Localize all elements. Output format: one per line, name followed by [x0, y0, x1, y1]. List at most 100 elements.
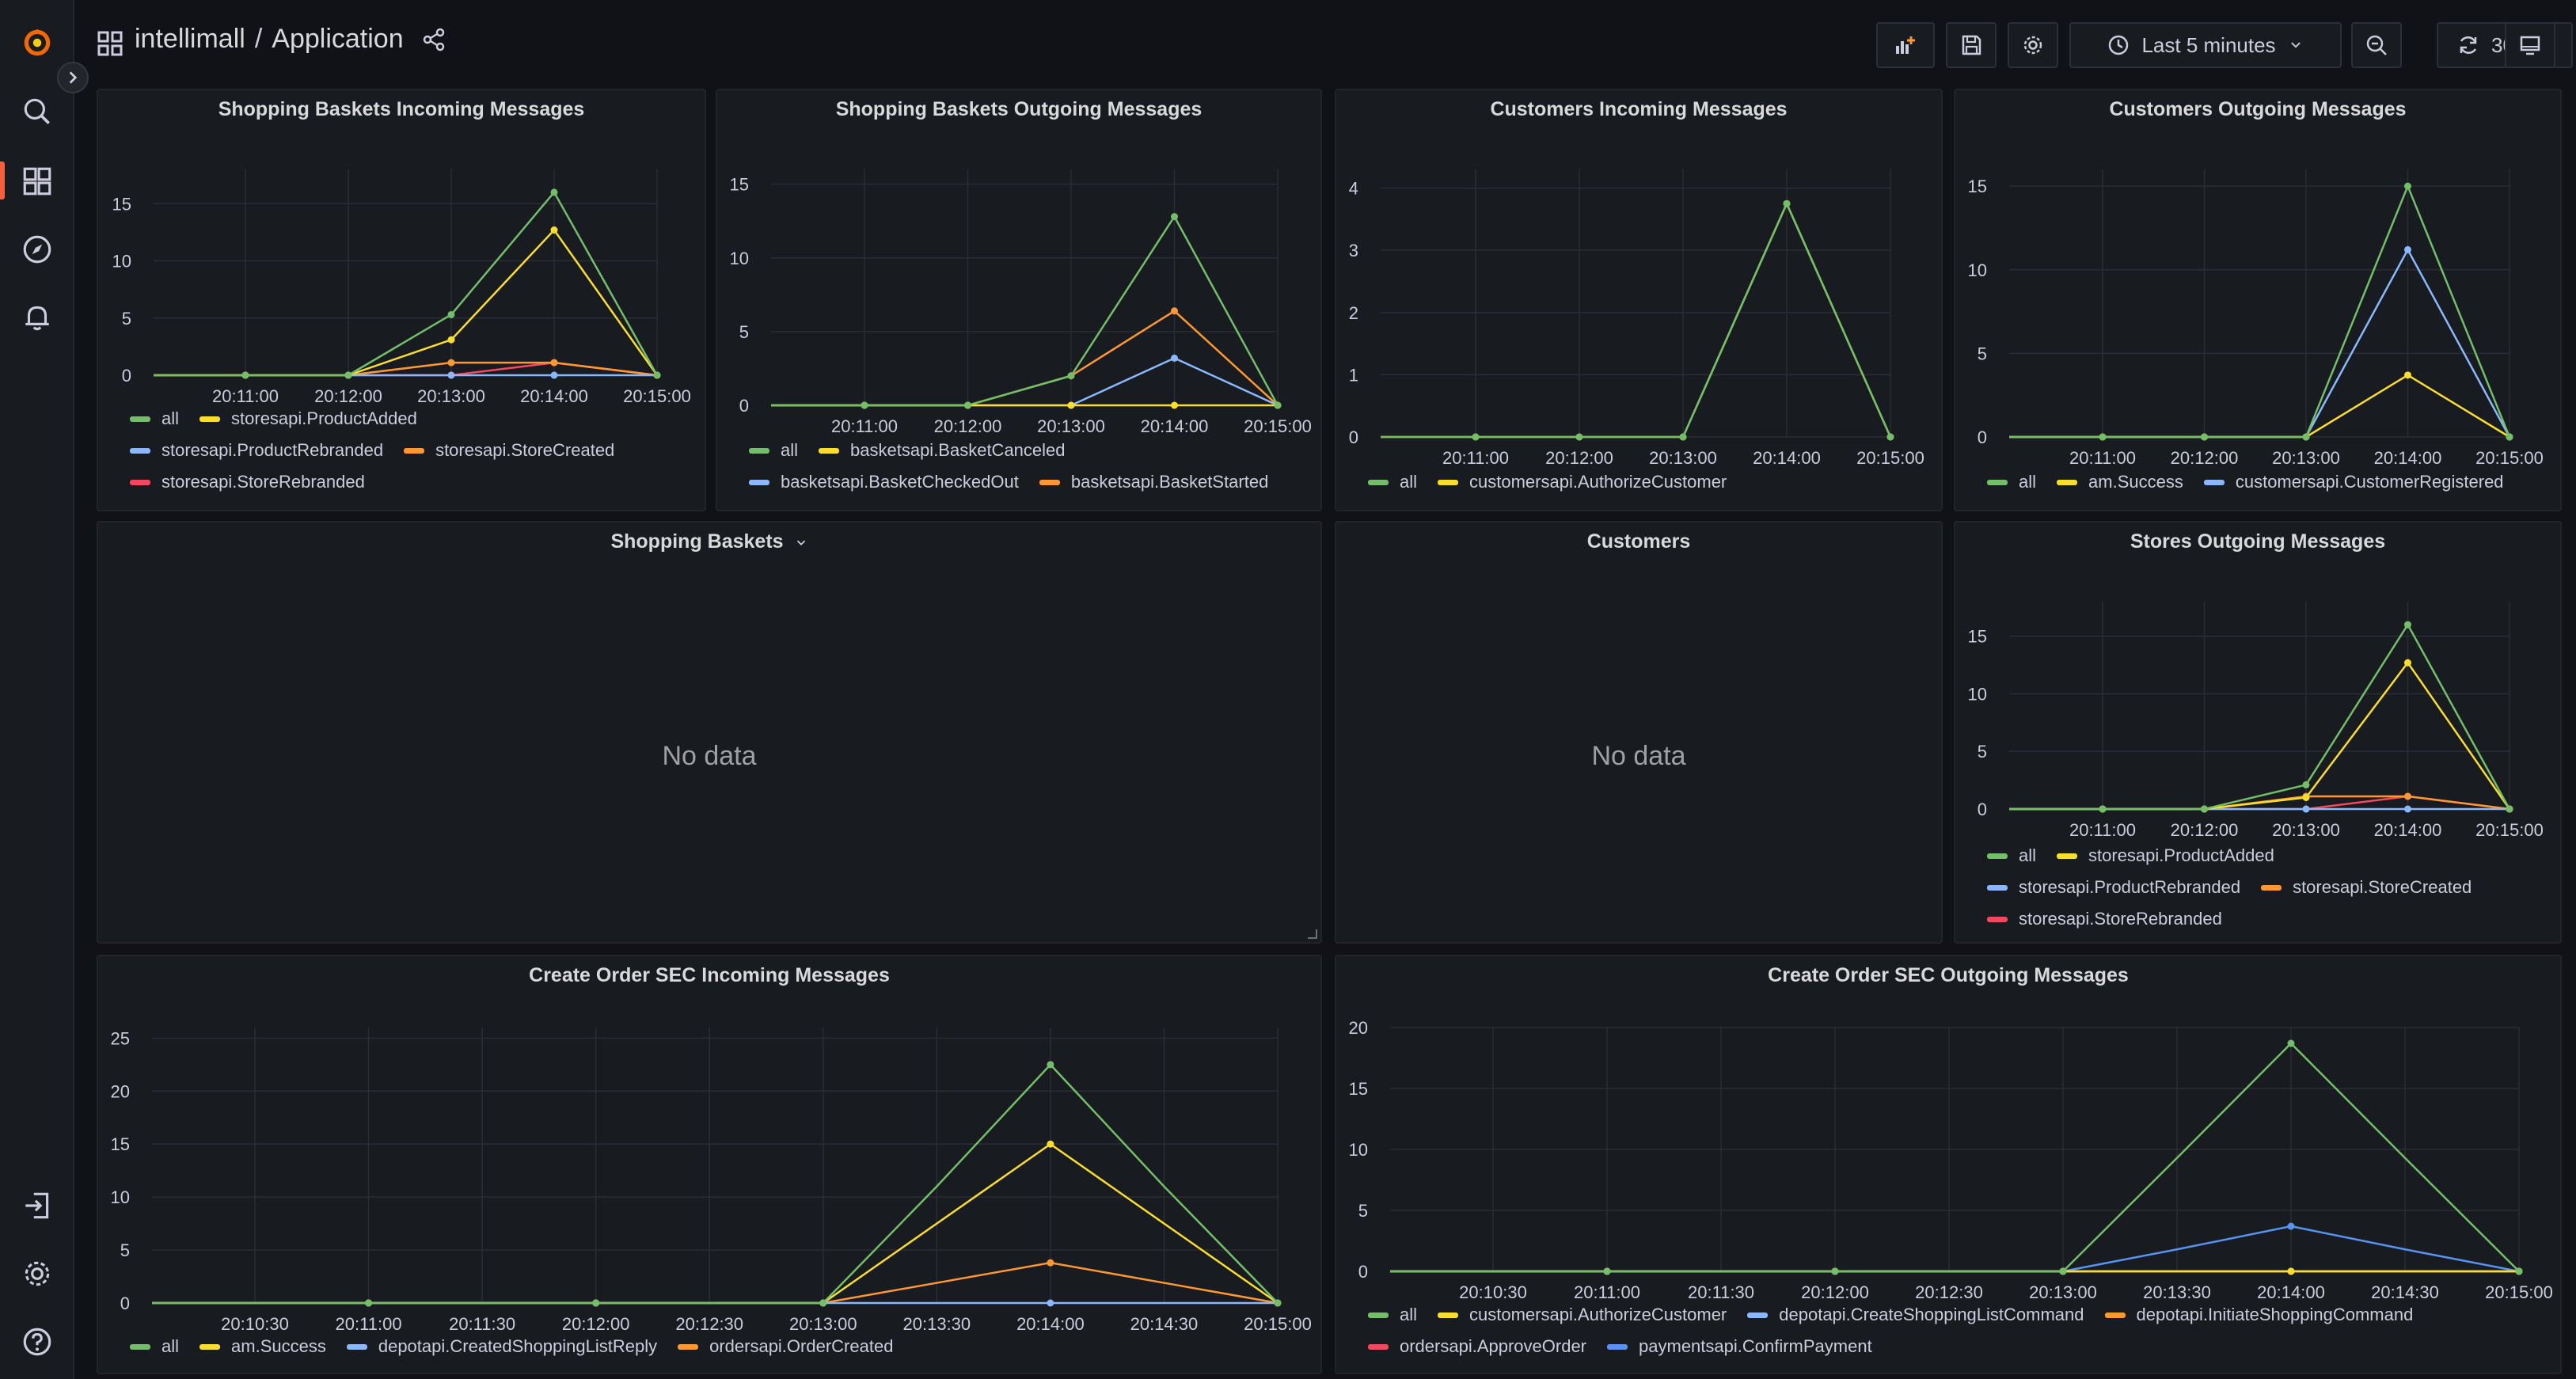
legend-item[interactable]: depotapi.InitiateShoppingCommand	[2104, 1305, 2413, 1325]
series-line[interactable]	[152, 1063, 1279, 1305]
sign-in-icon[interactable]	[17, 1186, 57, 1225]
legend-item[interactable]: paymentsapi.ConfirmPayment	[1607, 1336, 1872, 1357]
series-line[interactable]	[154, 228, 659, 377]
clock-icon	[2109, 35, 2129, 55]
share-icon[interactable]	[421, 27, 446, 52]
panel-customers-outgoing[interactable]: Customers Outgoing Messages 0 5 10 15 20:11:…	[1954, 89, 2562, 511]
alerting-bell-icon[interactable]	[17, 298, 57, 337]
series-line[interactable]	[771, 357, 1279, 407]
legend-item[interactable]: storesapi.ProductAdded	[199, 408, 417, 429]
legend-item[interactable]: all	[749, 440, 798, 461]
series-line[interactable]	[1381, 201, 1892, 439]
series-line[interactable]	[2009, 183, 2511, 439]
expand-sidebar-button[interactable]	[57, 62, 89, 93]
dashboard-grid-icon	[97, 31, 123, 56]
panel-title[interactable]: Customers Outgoing Messages	[2109, 98, 2407, 120]
save-dashboard-button[interactable]	[1946, 22, 1997, 68]
series-line[interactable]	[2009, 247, 2511, 439]
chart-plot[interactable]: 0 5 10 15 20:11:00 20:12:00 20:13:00 20:14:00 20…	[717, 90, 1324, 513]
series-line[interactable]	[152, 1142, 1279, 1305]
panel-title[interactable]: Shopping Baskets	[98, 530, 1320, 553]
panel-shopping-baskets-incoming[interactable]: Shopping Baskets Incoming Messages 0 5 10 1…	[97, 89, 706, 511]
legend-item[interactable]: all	[130, 408, 179, 429]
add-panel-button[interactable]	[1876, 22, 1935, 68]
legend-item[interactable]: basketsapi.BasketCanceled	[819, 440, 1066, 461]
legend-item[interactable]: depotapi.CreateShoppingListCommand	[1747, 1305, 2084, 1325]
panel-shopping-baskets[interactable]: Shopping Baskets No data	[97, 521, 1322, 944]
series-line[interactable]	[771, 215, 1279, 407]
tv-mode-button[interactable]	[2505, 22, 2555, 68]
grafana-logo-icon[interactable]	[17, 22, 57, 62]
panel-title[interactable]: Shopping Baskets Incoming Messages	[218, 98, 585, 120]
legend-item[interactable]: all	[1368, 1305, 1417, 1325]
chart-plot[interactable]: 0 5 10 15 20:11:00 20:12:00 20:13:00 20:14:00 20…	[1955, 90, 2563, 513]
legend-item[interactable]: all	[1987, 845, 2036, 866]
x-tick-label: 20:13:30	[903, 1314, 971, 1334]
legend-item[interactable]: customersapi.AuthorizeCustomer	[1438, 472, 1727, 492]
chart-plot[interactable]: 0 5 10 15 20 25 20:10:30 20:11:00 20:11:30 20:12:…	[98, 956, 1324, 1376]
legend-item[interactable]: ordersapi.OrderCreated	[678, 1336, 893, 1357]
legend-item[interactable]: storesapi.ProductRebranded	[130, 440, 383, 461]
series-line[interactable]	[1390, 1042, 2520, 1273]
search-icon[interactable]	[17, 92, 57, 131]
series-line[interactable]	[771, 310, 1279, 407]
legend-item[interactable]: depotapi.CreatedShoppingListReply	[346, 1336, 657, 1357]
x-tick-label: 20:12:00	[2171, 448, 2239, 468]
panel-title[interactable]: Shopping Baskets Outgoing Messages	[835, 98, 1203, 120]
chart-plot[interactable]: 0 1 2 3 4 20:11:00 20:12:00 20:13:00 20:14:00 20:…	[1336, 90, 1944, 513]
series-line[interactable]	[154, 190, 659, 377]
legend-item[interactable]: all	[1368, 472, 1417, 492]
panel-shopping-baskets-outgoing[interactable]: Shopping Baskets Outgoing Messages 0 5 10 1…	[716, 89, 1322, 511]
legend-item[interactable]: customersapi.AuthorizeCustomer	[1438, 1305, 1727, 1325]
legend-label: ordersapi.OrderCreated	[709, 1336, 894, 1356]
legend-item[interactable]: basketsapi.BasketStarted	[1039, 472, 1268, 492]
data-point	[447, 336, 455, 344]
panel-title[interactable]: Customers Incoming Messages	[1490, 98, 1788, 120]
panel-customers[interactable]: Customers No data	[1335, 521, 1943, 944]
legend-item[interactable]: ordersapi.ApproveOrder	[1368, 1336, 1586, 1357]
configuration-gear-icon[interactable]	[17, 1254, 57, 1294]
legend-item[interactable]: storesapi.StoreCreated	[2261, 877, 2472, 898]
series-line[interactable]	[152, 1261, 1279, 1305]
dashboards-icon[interactable]	[17, 161, 57, 201]
panel-create-order-sec-incoming[interactable]: Create Order SEC Incoming Messages 0 5 10 1…	[97, 955, 1322, 1374]
data-point	[2099, 805, 2107, 813]
explore-compass-icon[interactable]	[17, 230, 57, 269]
help-icon[interactable]	[17, 1322, 57, 1362]
legend-item[interactable]: all	[1987, 472, 2036, 492]
panel-title[interactable]: Create Order SEC Incoming Messages	[529, 964, 890, 986]
legend-item[interactable]: storesapi.ProductRebranded	[1987, 877, 2240, 898]
panel-title[interactable]: Customers	[1586, 530, 1691, 553]
series-line[interactable]	[1390, 1225, 2520, 1273]
breadcrumb-dashboard[interactable]: Application	[272, 24, 404, 54]
panel-title[interactable]: Create Order SEC Outgoing Messages	[1768, 964, 2129, 986]
series-line[interactable]	[2009, 622, 2511, 811]
panel-stores-outgoing[interactable]: Stores Outgoing Messages 0 5 10 15 20:11:00 2…	[1954, 521, 2562, 944]
legend-item[interactable]: storesapi.StoreCreated	[404, 440, 614, 461]
data-point	[2404, 805, 2411, 813]
panel-customers-incoming[interactable]: Customers Incoming Messages 0 1 2 3 4 20:11:0…	[1335, 89, 1943, 511]
dashboard-settings-button[interactable]	[2008, 22, 2058, 68]
legend-item[interactable]: storesapi.ProductAdded	[2057, 845, 2274, 866]
series-line[interactable]	[154, 361, 658, 377]
time-range-picker[interactable]: Last 5 minutes	[2069, 22, 2342, 68]
series-line[interactable]	[2009, 661, 2511, 811]
breadcrumb-folder[interactable]: intellimall	[135, 24, 245, 54]
legend-item[interactable]: all	[130, 1336, 179, 1357]
zoom-out-button[interactable]	[2351, 22, 2402, 68]
legend-item[interactable]: basketsapi.BasketCheckedOut	[749, 472, 1019, 492]
panel-create-order-sec-outgoing[interactable]: Create Order SEC Outgoing Messages 0 5 10 1…	[1335, 955, 2562, 1374]
resize-handle[interactable]	[1308, 929, 1317, 939]
legend-item[interactable]: am.Success	[2057, 472, 2183, 492]
series-line[interactable]	[1381, 201, 1892, 439]
data-point	[592, 1299, 600, 1307]
legend-item[interactable]: am.Success	[199, 1336, 326, 1357]
chart-plot[interactable]: 0 5 10 15 20 20:10:30 20:11:00 20:11:30 20:12:00…	[1336, 956, 2563, 1376]
legend-item[interactable]: storesapi.StoreRebranded	[1987, 909, 2222, 929]
legend-item[interactable]: customersapi.CustomerRegistered	[2203, 472, 2504, 492]
chart-plot[interactable]: 0 5 10 15 20:11:00 20:12:00 20:13:00 20:14:00 20…	[1955, 522, 2563, 945]
panel-title[interactable]: Stores Outgoing Messages	[2130, 530, 2386, 553]
chart-plot[interactable]: 0 5 10 15 20:11:00 20:12:00 20:13:00 20:14:00 20…	[98, 90, 708, 513]
legend-item[interactable]: storesapi.StoreRebranded	[130, 472, 365, 492]
series-line[interactable]	[2009, 374, 2510, 439]
